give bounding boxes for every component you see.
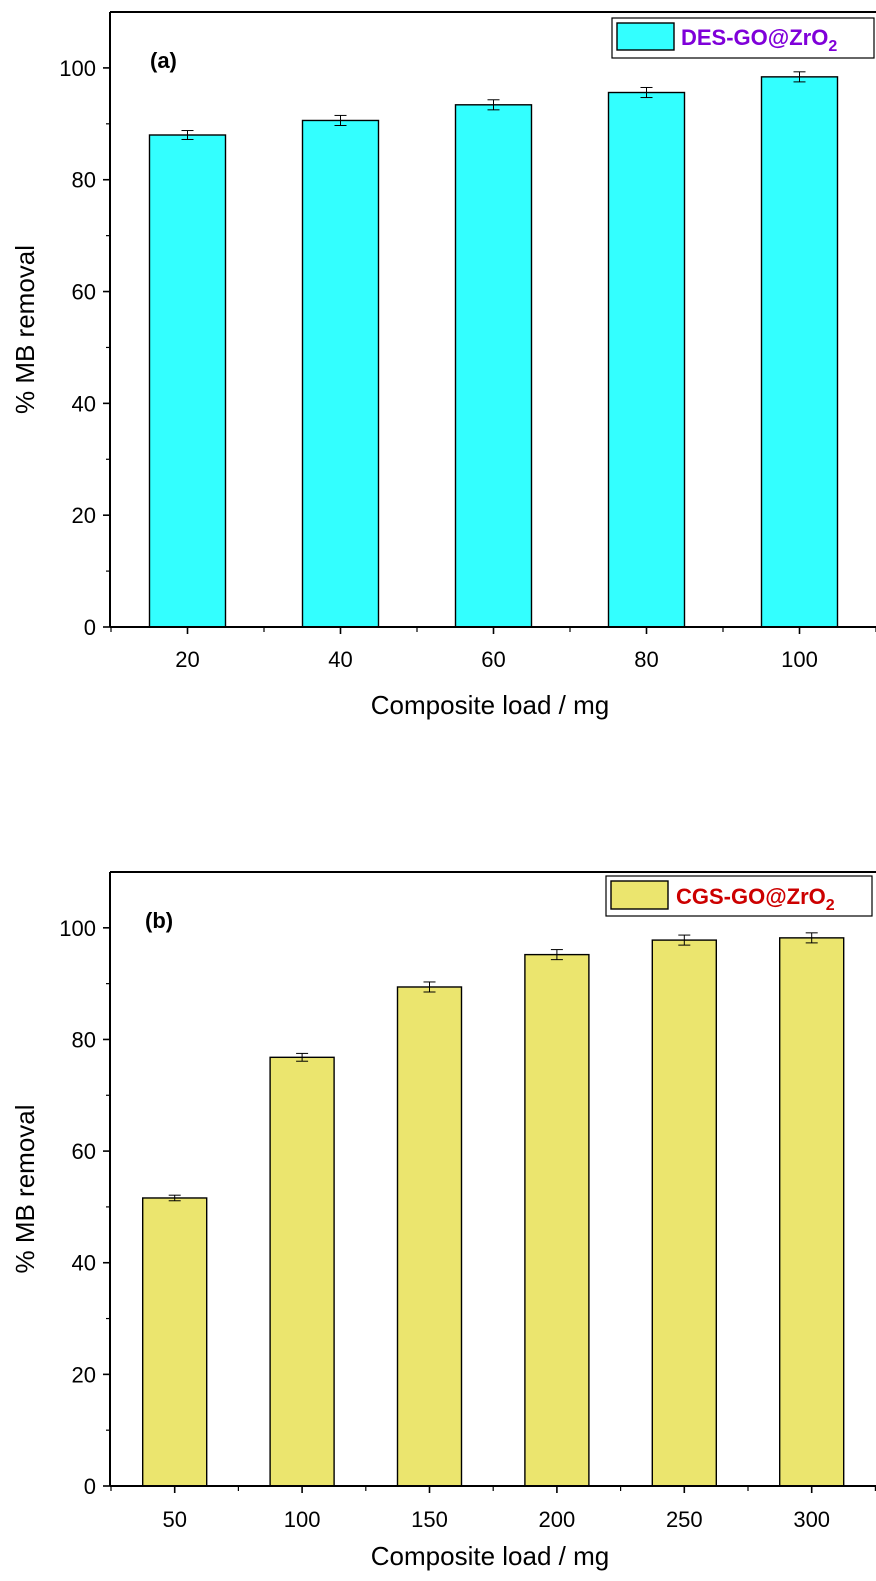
error-bars-group	[168, 932, 818, 1202]
x-tick-label-100: 100	[284, 1507, 321, 1532]
y-axis-title: % MB removal	[10, 245, 40, 414]
legend-label-main: DES-GO@ZrO	[681, 25, 828, 50]
legend-label-subscript: 2	[828, 38, 837, 55]
y-tick-label-60: 60	[72, 1139, 96, 1164]
y-tick-label-100: 100	[59, 56, 96, 81]
bar-200	[524, 953, 590, 1487]
error-bars-group	[181, 71, 806, 140]
legend-swatch	[610, 880, 669, 910]
x-tick-label-20: 20	[175, 647, 199, 672]
panel-a: 0 20 40 60 80 100 20 40 60 80 100 (a) Composite lo…	[10, 11, 876, 720]
panel-label: (a)	[150, 48, 177, 73]
y-axis-title: % MB removal	[10, 1104, 40, 1273]
panel-label: (b)	[145, 908, 173, 933]
axes-group: 0 20 40 60 80 100 50 100 150 200 250 300	[59, 871, 876, 1532]
y-tick-label-100: 100	[59, 916, 96, 941]
legend-swatch	[616, 22, 675, 51]
bar-50	[141, 1197, 208, 1487]
legend-label-subscript: 2	[826, 897, 835, 914]
x-tick-label-250: 250	[666, 1507, 703, 1532]
legend-label: CGS-GO@ZrO2	[676, 884, 835, 914]
bar-150	[396, 986, 463, 1487]
y-tick-label-40: 40	[72, 391, 96, 416]
y-tick-label-40: 40	[72, 1251, 96, 1276]
legend-label: DES-GO@ZrO2	[681, 25, 837, 55]
bar-300	[779, 937, 845, 1487]
y-tick-label-0: 0	[84, 1474, 96, 1499]
x-tick-label-50: 50	[162, 1507, 186, 1532]
y-tick-label-80: 80	[72, 1027, 96, 1052]
x-axis-title: Composite load / mg	[371, 690, 609, 720]
bars-group	[141, 937, 845, 1487]
bars-group	[148, 76, 839, 628]
y-tick-label-80: 80	[72, 168, 96, 193]
y-tick-label-0: 0	[84, 615, 96, 640]
x-tick-label-150: 150	[411, 1507, 448, 1532]
y-tick-label-20: 20	[72, 1362, 96, 1387]
y-tick-label-20: 20	[72, 503, 96, 528]
x-tick-label-300: 300	[793, 1507, 830, 1532]
panel-b: 0 20 40 60 80 100 50 100 150 200 250 300 (b) Compos…	[10, 871, 876, 1571]
y-tick-label-60: 60	[72, 280, 96, 305]
bar-100	[760, 76, 839, 628]
x-axis-title: Composite load / mg	[371, 1541, 609, 1571]
x-tick-label-40: 40	[328, 647, 352, 672]
x-tick-label-80: 80	[634, 647, 658, 672]
x-tick-label-100: 100	[781, 647, 818, 672]
bar-20	[148, 134, 227, 628]
bar-40	[301, 119, 380, 628]
x-tick-label-200: 200	[539, 1507, 576, 1532]
legend-label-main: CGS-GO@ZrO	[676, 884, 826, 909]
bar-100	[269, 1056, 335, 1487]
bar-60	[454, 104, 533, 628]
legend: CGS-GO@ZrO2	[605, 875, 873, 917]
x-tick-label-60: 60	[481, 647, 505, 672]
axes-group: 0 20 40 60 80 100 20 40 60 80 100	[59, 11, 876, 672]
bar-80	[607, 91, 686, 628]
legend: DES-GO@ZrO2	[611, 17, 875, 59]
bar-250	[651, 939, 717, 1487]
